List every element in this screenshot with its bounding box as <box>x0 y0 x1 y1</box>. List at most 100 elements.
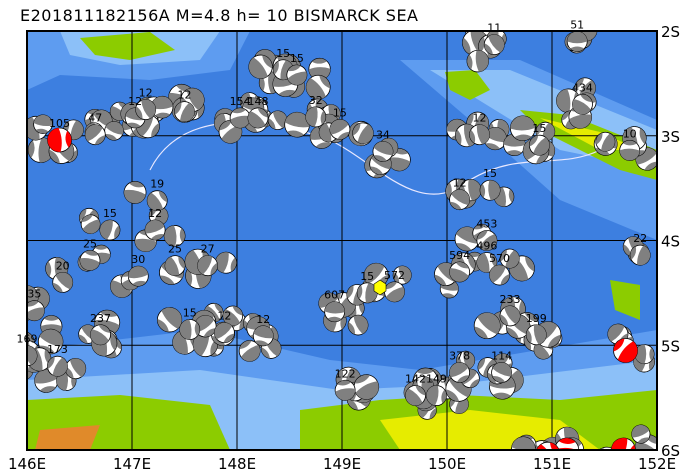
compressional-quadrant <box>165 256 180 276</box>
compressional-quadrant <box>12 366 22 380</box>
compressional-quadrant <box>484 43 493 55</box>
compressional-quadrant <box>47 356 55 369</box>
compressional-quadrant <box>441 389 447 404</box>
compressional-quadrant <box>405 388 423 406</box>
compressional-quadrant <box>415 385 426 396</box>
compressional-quadrant <box>476 252 490 273</box>
compressional-quadrant <box>567 31 588 44</box>
compressional-quadrant <box>70 149 78 162</box>
compressional-quadrant <box>571 450 588 476</box>
compressional-quadrant <box>456 375 470 383</box>
compressional-quadrant <box>232 108 246 114</box>
event-depth-label: 496 <box>476 239 497 252</box>
beach-ball <box>194 315 217 338</box>
event-depth-label: 12 <box>453 177 467 190</box>
beach-ball <box>267 110 288 131</box>
compressional-quadrant <box>253 325 274 339</box>
compressional-quadrant <box>514 453 531 461</box>
compressional-quadrant <box>164 225 177 247</box>
compressional-quadrant <box>134 238 157 252</box>
beach-ball <box>146 190 168 212</box>
compressional-quadrant <box>39 329 63 347</box>
compressional-quadrant <box>327 316 342 322</box>
beach-ball <box>252 325 274 347</box>
compressional-quadrant <box>434 274 447 286</box>
compressional-quadrant <box>12 292 24 309</box>
lat-axis-label: 2S <box>661 23 680 41</box>
beach-ball <box>483 34 505 56</box>
beach-ball <box>84 124 106 146</box>
compressional-quadrant <box>373 155 387 162</box>
compressional-quadrant <box>230 257 237 272</box>
compressional-quadrant <box>147 192 164 211</box>
event-depth-label: 22 <box>633 232 647 245</box>
compressional-quadrant <box>504 305 520 325</box>
compressional-quadrant <box>492 362 512 377</box>
event-depth-label: 15 <box>276 47 290 60</box>
compressional-quadrant <box>315 142 332 149</box>
compressional-quadrant <box>478 36 485 53</box>
event-depth-label: 11 <box>487 22 501 35</box>
compressional-quadrant <box>352 123 361 136</box>
compressional-quadrant <box>337 131 350 140</box>
lon-axis-label: 152E <box>638 455 676 473</box>
beach-ball <box>80 214 101 234</box>
beach-ball <box>164 255 186 277</box>
compressional-quadrant <box>241 345 260 362</box>
beach-ball <box>473 312 501 340</box>
compressional-quadrant <box>630 246 637 260</box>
island-land <box>445 70 490 100</box>
beach-ball <box>144 219 166 241</box>
beach-ball <box>334 379 356 401</box>
beach-ball <box>469 124 490 146</box>
lat-axis-label: 4S <box>661 233 680 251</box>
beach-ball <box>324 301 346 323</box>
compressional-quadrant <box>467 54 473 70</box>
beach-ball-outline <box>600 448 621 450</box>
compressional-quadrant <box>215 252 229 273</box>
compressional-quadrant <box>15 351 25 366</box>
beach-ball <box>127 265 149 287</box>
compressional-quadrant <box>473 224 486 230</box>
beach-ball <box>123 181 147 204</box>
compressional-quadrant <box>595 148 610 156</box>
new-ireland-land <box>520 110 657 180</box>
compressional-quadrant <box>478 358 486 370</box>
compressional-quadrant <box>364 263 385 285</box>
compressional-quadrant <box>622 450 636 462</box>
compressional-quadrant <box>318 293 339 309</box>
compressional-quadrant <box>305 106 318 127</box>
compressional-quadrant <box>500 249 507 262</box>
compressional-quadrant <box>94 245 108 250</box>
compressional-quadrant <box>306 77 326 100</box>
compressional-quadrant <box>649 347 654 361</box>
event-depth-label: 35 <box>27 288 41 301</box>
compressional-quadrant <box>319 75 331 89</box>
compressional-quadrant <box>337 380 352 386</box>
compressional-quadrant <box>151 122 160 138</box>
compressional-quadrant <box>637 437 650 443</box>
compressional-quadrant <box>536 123 542 136</box>
compressional-quadrant <box>81 214 93 223</box>
compressional-quadrant <box>445 389 460 402</box>
event-depth-label: 607 <box>324 289 345 302</box>
beach-ball <box>284 111 310 138</box>
beach-ball-outline <box>571 450 598 476</box>
beach-ball <box>248 54 273 79</box>
compressional-quadrant <box>489 265 506 283</box>
compressional-quadrant <box>287 130 305 137</box>
beach-ball <box>405 385 426 406</box>
compressional-quadrant <box>186 88 205 111</box>
compressional-quadrant <box>370 166 384 175</box>
compressional-quadrant <box>150 233 165 240</box>
event-depth-label: 233 <box>500 293 521 306</box>
compressional-quadrant <box>329 119 349 135</box>
compressional-quadrant <box>272 110 288 129</box>
compressional-quadrant <box>145 220 165 234</box>
beach-ball-outline <box>0 286 26 312</box>
beach-ball <box>449 261 471 283</box>
compressional-quadrant <box>569 114 592 129</box>
lon-axis-label: 151E <box>533 455 571 473</box>
compressional-quadrant <box>373 141 393 156</box>
compressional-quadrant <box>635 441 657 450</box>
